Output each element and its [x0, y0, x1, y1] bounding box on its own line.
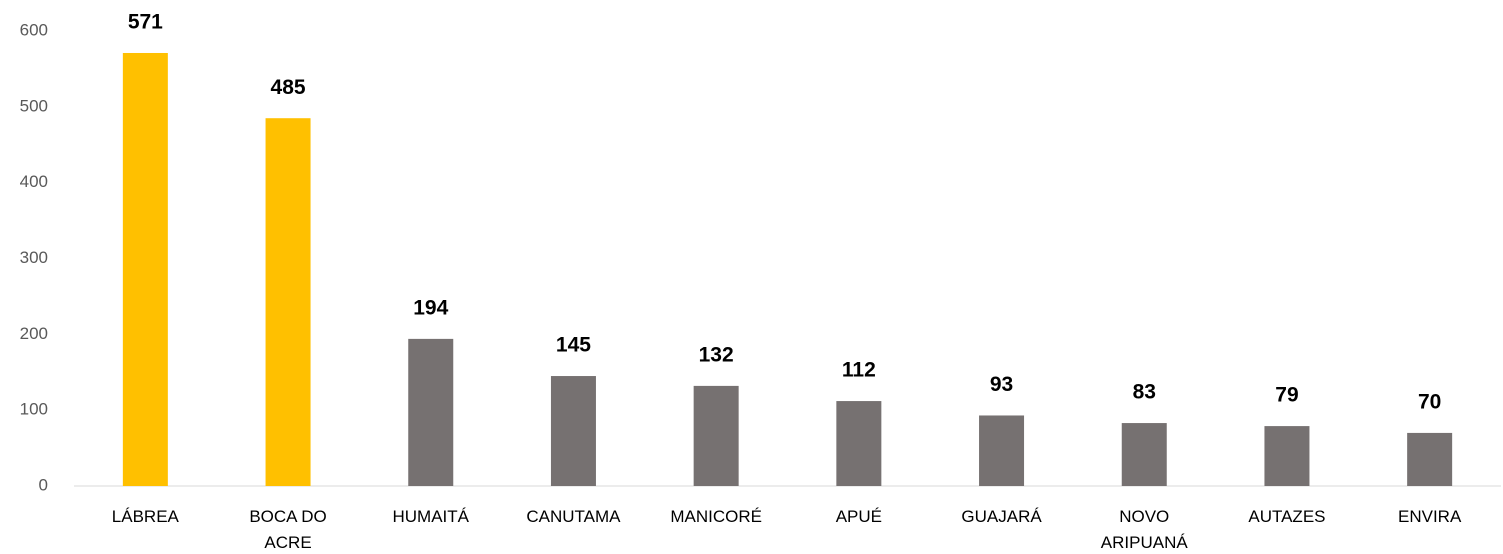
- value-label: 485: [271, 76, 306, 99]
- value-label: 132: [699, 343, 734, 366]
- x-tick-label: HUMAITÁ: [392, 507, 470, 526]
- y-tick-label: 400: [20, 172, 48, 191]
- x-tick-label: GUAJARÁ: [961, 507, 1042, 526]
- bar: [979, 415, 1025, 486]
- x-tick-label: NOVO ARIPUANÁ: [1100, 507, 1188, 552]
- y-tick-label: 300: [20, 248, 48, 267]
- value-label: 112: [842, 359, 876, 382]
- y-tick-label: 100: [20, 400, 48, 419]
- x-tick-label: BOCA DO ACRE: [249, 507, 327, 552]
- value-label: 194: [413, 296, 448, 319]
- y-tick-label: 500: [20, 96, 48, 115]
- y-tick-label: 600: [20, 20, 48, 39]
- x-tick-label: LÁBREA: [111, 507, 179, 526]
- bar: [1407, 432, 1453, 486]
- bar: [693, 385, 739, 486]
- bar: [550, 376, 596, 486]
- bar: [1264, 426, 1310, 486]
- value-label: 93: [990, 373, 1013, 396]
- x-tick-label: APUÉ: [835, 507, 882, 526]
- bar: [1121, 423, 1167, 486]
- bar: [408, 338, 454, 486]
- x-tick-label: MANICORÉ: [670, 507, 762, 526]
- bar: [265, 118, 311, 486]
- value-label: 70: [1418, 390, 1441, 413]
- x-tick-label: ENVIRA: [1397, 507, 1462, 526]
- bar: [836, 401, 882, 486]
- x-tick-label: AUTAZES: [1248, 507, 1326, 526]
- y-tick-label: 200: [20, 324, 48, 343]
- bar: [122, 52, 168, 486]
- x-tick-label: CANUTAMA: [526, 507, 621, 526]
- value-label: 571: [128, 11, 163, 34]
- value-label: 79: [1275, 384, 1298, 407]
- value-label: 83: [1133, 381, 1156, 404]
- y-tick-label: 0: [39, 475, 48, 494]
- value-label: 145: [556, 334, 591, 357]
